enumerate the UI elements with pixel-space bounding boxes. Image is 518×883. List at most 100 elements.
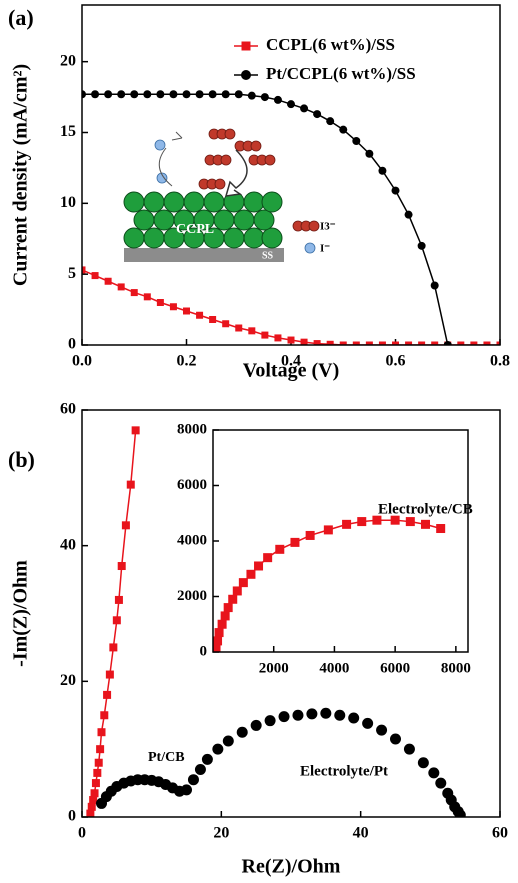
data-point [105, 278, 112, 285]
data-point [251, 720, 262, 731]
data-point [435, 778, 446, 789]
data-point [274, 334, 281, 341]
data-point [183, 90, 191, 98]
legend-label: CCPL(6 wt%)/SS [266, 35, 395, 54]
data-point [132, 426, 140, 434]
data-point [306, 531, 315, 540]
data-point [117, 90, 125, 98]
data-point [157, 299, 164, 306]
substrate [124, 248, 284, 262]
y-tick-label: 5 [68, 265, 76, 282]
schematic-label: I3⁻ [320, 221, 336, 233]
data-point [221, 611, 230, 620]
x-tick-label: 0.6 [386, 353, 406, 370]
y-tick-label: 0 [68, 808, 76, 825]
data-point [300, 104, 308, 112]
data-point [376, 725, 387, 736]
data-point [183, 308, 190, 315]
data-point [342, 520, 351, 529]
panel-label: (b) [8, 447, 35, 472]
data-point [100, 711, 108, 719]
data-point [95, 759, 103, 767]
data-point [223, 736, 234, 747]
data-point [104, 90, 112, 98]
data-point [428, 767, 439, 778]
data-point [92, 272, 99, 279]
series-line [82, 270, 500, 345]
data-point [122, 521, 130, 529]
y-tick-label: 0 [200, 643, 208, 659]
data-point [228, 595, 237, 604]
data-point [418, 242, 426, 250]
x-tick-label: 8000 [441, 660, 471, 676]
y-tick-label: 0 [68, 336, 76, 353]
data-point [275, 545, 284, 554]
data-point [348, 712, 359, 723]
data-point [130, 90, 138, 98]
data-point [436, 524, 445, 533]
data-point [290, 538, 299, 547]
x-tick-label: 6000 [380, 660, 410, 676]
annotation: Pt/CB [148, 750, 185, 765]
data-point [131, 289, 138, 296]
data-point [169, 90, 177, 98]
data-point [334, 710, 345, 721]
data-point [339, 126, 347, 134]
data-point [390, 733, 401, 744]
data-point [212, 744, 223, 755]
data-point [93, 769, 101, 777]
data-point [287, 100, 295, 108]
data-point [144, 293, 151, 300]
data-point [405, 211, 413, 219]
data-point [431, 282, 439, 290]
data-point [209, 90, 217, 98]
data-point [288, 337, 295, 344]
x-tick-label: 4000 [319, 660, 349, 676]
schematic-label: CCPL [176, 222, 214, 237]
data-point [455, 809, 466, 820]
y-tick-label: 8000 [177, 421, 207, 437]
panel-label: (a) [8, 5, 34, 30]
data-point [127, 481, 135, 489]
data-point [235, 90, 243, 98]
data-point [279, 711, 290, 722]
x-axis-label: Voltage (V) [243, 360, 339, 382]
data-point [274, 96, 282, 104]
data-point [421, 520, 430, 529]
schematic: CCPL SS I3⁻ I⁻ [124, 129, 336, 262]
y-tick-label: 15 [60, 123, 76, 140]
data-point [222, 320, 229, 327]
x-tick-label: 60 [492, 825, 508, 842]
data-point [92, 779, 100, 787]
data-point [261, 332, 268, 339]
data-point [213, 636, 222, 645]
data-point [314, 340, 321, 347]
data-point [196, 90, 204, 98]
data-point [224, 603, 233, 612]
data-point [378, 167, 386, 175]
annotation: Electrolyte/Pt [300, 763, 388, 779]
data-point [222, 90, 230, 98]
y-tick-label: 2000 [177, 588, 207, 604]
data-point [292, 710, 303, 721]
data-point [261, 93, 269, 101]
data-point [248, 327, 255, 334]
y-tick-label: 10 [60, 194, 76, 211]
data-point [170, 303, 177, 310]
data-point [254, 561, 263, 570]
data-point [239, 578, 248, 587]
legend-marker [241, 70, 251, 80]
inset-background [213, 430, 468, 652]
data-point [156, 90, 164, 98]
x-tick-label: 0.0 [72, 353, 92, 370]
data-point [352, 137, 360, 145]
data-point [218, 620, 227, 629]
legend-marker [242, 42, 251, 51]
data-point [195, 764, 206, 775]
data-point [103, 691, 111, 699]
y-tick-label: 4000 [177, 532, 207, 548]
data-point [326, 117, 334, 125]
ccpl-particles [124, 192, 282, 248]
data-point [320, 708, 331, 719]
data-point [406, 517, 415, 526]
